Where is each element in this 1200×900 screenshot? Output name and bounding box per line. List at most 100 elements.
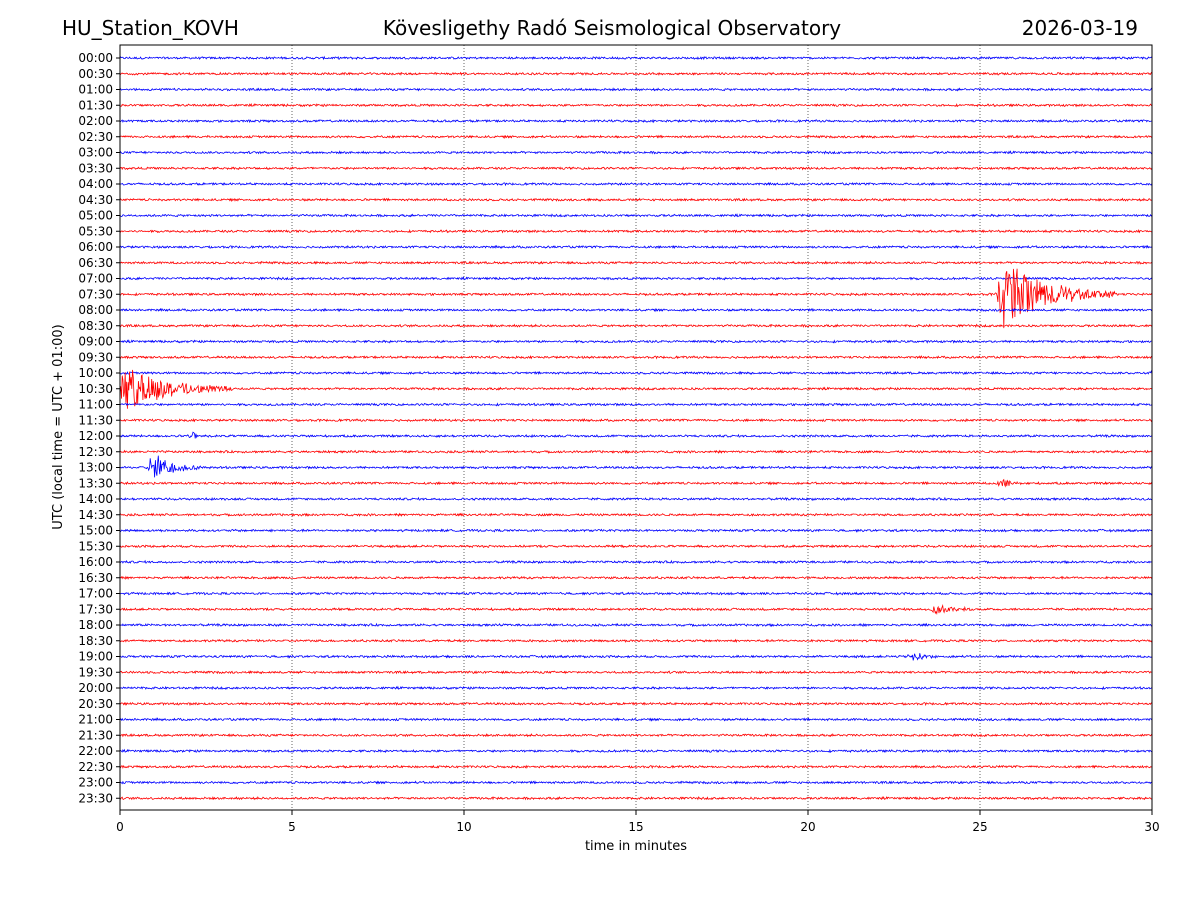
- trace-01:00: [119, 87, 1153, 92]
- chart-date: 2026-03-19: [1022, 16, 1138, 40]
- station-name: HU_Station_KOVH: [62, 16, 239, 40]
- y-tick-label-00:00: 00:00: [78, 51, 113, 65]
- x-tick-label-25: 25: [972, 820, 987, 834]
- y-tick-label-23:00: 23:00: [78, 776, 113, 790]
- y-tick-label-22:30: 22:30: [78, 760, 113, 774]
- trace-23:00: [119, 780, 1153, 785]
- x-tick-label-0: 0: [116, 820, 124, 834]
- trace-06:00: [120, 244, 1153, 250]
- trace-00:30: [119, 71, 1153, 76]
- y-tick-label-08:00: 08:00: [78, 303, 113, 317]
- trace-07:00: [119, 276, 1153, 281]
- y-tick-label-00:30: 00:30: [78, 67, 113, 81]
- y-tick-label-13:30: 13:30: [78, 476, 113, 490]
- y-tick-label-11:30: 11:30: [78, 413, 113, 427]
- x-tick-label-10: 10: [456, 820, 471, 834]
- trace-21:30: [119, 733, 1153, 738]
- y-tick-label-03:30: 03:30: [78, 161, 113, 175]
- trace-19:00: [119, 653, 1153, 661]
- traces: [119, 55, 1153, 801]
- y-tick-label-21:00: 21:00: [78, 713, 113, 727]
- trace-18:00: [119, 622, 1153, 628]
- y-tick-label-06:00: 06:00: [78, 240, 113, 254]
- plot-frame: [119, 44, 1153, 811]
- y-tick-label-15:30: 15:30: [78, 539, 113, 553]
- trace-10:30: [119, 369, 1153, 409]
- y-tick-label-10:30: 10:30: [78, 382, 113, 396]
- x-tick-labels: 0 5 10 15 20 25 30: [116, 810, 1160, 834]
- trace-12:30: [120, 449, 1153, 454]
- y-tick-label-02:30: 02:30: [78, 130, 113, 144]
- y-tick-label-15:00: 15:00: [78, 524, 113, 538]
- y-axis-label: UTC (local time = UTC + 01:00): [51, 324, 66, 529]
- trace-18:30: [119, 638, 1153, 644]
- trace-04:30: [119, 197, 1153, 203]
- y-tick-label-21:30: 21:30: [78, 728, 113, 742]
- trace-04:00: [119, 181, 1153, 187]
- trace-07:30: [119, 268, 1153, 329]
- trace-15:00: [119, 528, 1153, 533]
- trace-11:00: [119, 402, 1153, 407]
- trace-09:00: [119, 339, 1153, 344]
- trace-03:00: [119, 150, 1153, 155]
- y-tick-label-04:00: 04:00: [78, 177, 113, 191]
- y-tick-label-07:30: 07:30: [78, 287, 113, 301]
- y-tick-label-05:00: 05:00: [78, 209, 113, 223]
- y-tick-label-19:00: 19:00: [78, 650, 113, 664]
- trace-19:30: [119, 670, 1153, 675]
- y-tick-label-09:30: 09:30: [78, 350, 113, 364]
- trace-20:00: [119, 685, 1153, 691]
- x-axis-label: time in minutes: [585, 839, 687, 854]
- y-tick-label-23:30: 23:30: [78, 791, 113, 805]
- trace-08:30: [119, 323, 1153, 328]
- trace-13:00: [119, 455, 1153, 478]
- trace-09:30: [119, 354, 1153, 360]
- y-tick-label-17:00: 17:00: [78, 587, 113, 601]
- trace-11:30: [119, 418, 1153, 423]
- trace-08:00: [119, 307, 1153, 313]
- trace-21:00: [119, 717, 1153, 722]
- trace-23:30: [119, 796, 1153, 801]
- y-tick-label-18:30: 18:30: [78, 634, 113, 648]
- y-tick-label-01:00: 01:00: [78, 83, 113, 97]
- trace-17:30: [119, 604, 1153, 615]
- x-tick-label-20: 20: [800, 820, 815, 834]
- trace-01:30: [119, 103, 1153, 108]
- y-tick-label-13:00: 13:00: [78, 461, 113, 475]
- trace-05:00: [119, 213, 1153, 218]
- trace-22:00: [119, 748, 1153, 754]
- y-tick-label-10:00: 10:00: [78, 366, 113, 380]
- y-tick-label-16:30: 16:30: [78, 571, 113, 585]
- x-tick-label-15: 15: [628, 820, 643, 834]
- y-tick-label-01:30: 01:30: [78, 98, 113, 112]
- y-tick-label-17:30: 17:30: [78, 602, 113, 616]
- y-tick-label-12:00: 12:00: [78, 429, 113, 443]
- trace-16:00: [119, 559, 1153, 565]
- trace-12:00: [119, 431, 1153, 439]
- trace-14:00: [119, 496, 1153, 502]
- x-tick-label-5: 5: [288, 820, 296, 834]
- y-tick-label-08:30: 08:30: [78, 319, 113, 333]
- y-tick-label-12:30: 12:30: [78, 445, 113, 459]
- trace-06:30: [119, 260, 1153, 265]
- trace-15:30: [119, 544, 1153, 549]
- y-tick-label-14:30: 14:30: [78, 508, 113, 522]
- trace-20:30: [119, 701, 1152, 707]
- trace-02:00: [119, 118, 1153, 124]
- y-tick-label-22:00: 22:00: [78, 744, 113, 758]
- trace-13:30: [119, 478, 1153, 488]
- x-tick-label-30: 30: [1144, 820, 1159, 834]
- y-tick-label-14:00: 14:00: [78, 492, 113, 506]
- y-tick-label-03:00: 03:00: [78, 146, 113, 160]
- y-tick-label-11:00: 11:00: [78, 398, 113, 412]
- y-tick-label-09:00: 09:00: [78, 335, 113, 349]
- trace-14:30: [119, 512, 1153, 517]
- trace-05:30: [119, 229, 1153, 234]
- y-tick-label-02:00: 02:00: [78, 114, 113, 128]
- y-tick-label-20:30: 20:30: [78, 697, 113, 711]
- y-tick-label-07:00: 07:00: [78, 272, 113, 286]
- y-tick-label-06:30: 06:30: [78, 256, 113, 270]
